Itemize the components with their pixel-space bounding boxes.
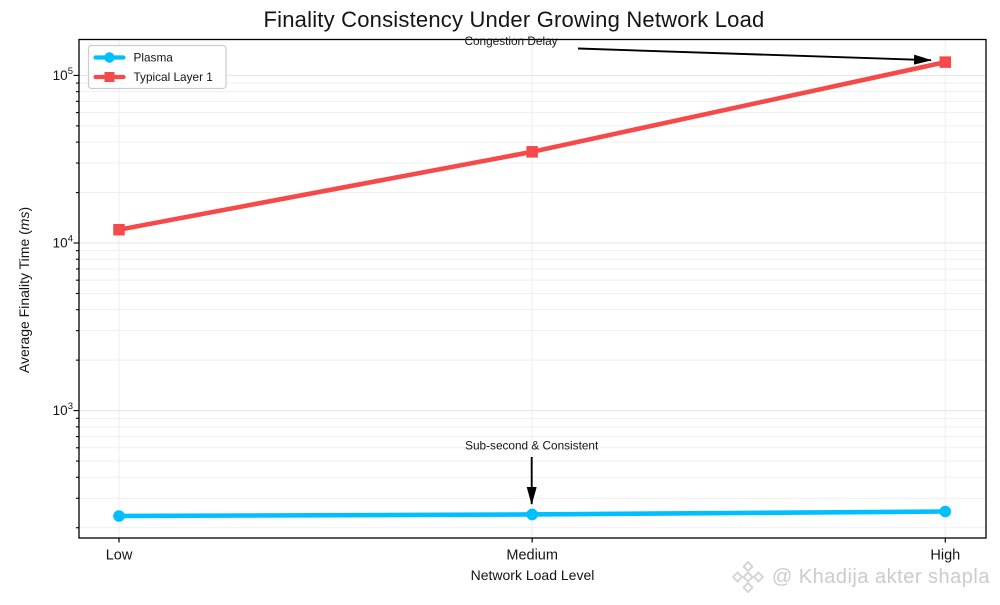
ytick-label: 104 — [53, 234, 73, 251]
ytick-label: 105 — [53, 66, 73, 83]
watermark: @ Khadija akter shapla — [731, 559, 990, 595]
chart-title: Finality Consistency Under Growing Netwo… — [263, 7, 765, 32]
xtick-label-medium: Medium — [506, 548, 558, 564]
series-plasma-marker-medium — [526, 508, 538, 521]
xtick-label-low: Low — [106, 548, 133, 564]
ytick-label: 103 — [53, 401, 73, 418]
legend-swatch-marker-typical-layer-1 — [104, 72, 115, 82]
legend: Plasma Typical Layer 1 — [87, 44, 227, 90]
plot-frame — [78, 38, 987, 539]
legend-label-plasma: Plasma — [134, 51, 174, 65]
series-typical-layer-1-marker-medium — [526, 146, 538, 158]
annotation-text-1: Sub-second & Consistent — [465, 439, 599, 453]
x-axis-label: Network Load Level — [471, 567, 595, 583]
legend-swatch-marker-plasma — [104, 52, 115, 63]
xtick-label-high: High — [930, 548, 960, 564]
series-plasma-marker-high — [939, 505, 952, 518]
y-axis-label: Average Finality Time (ms) — [16, 207, 32, 373]
annotation-text-0: Congestion Delay — [464, 34, 557, 48]
watermark-handle: @ Khadija akter shapla — [771, 565, 990, 588]
series-typical-layer-1-marker-low — [113, 223, 125, 236]
annotation-arrow-0 — [577, 47, 932, 65]
legend-label-typical-layer-1: Typical Layer 1 — [134, 70, 213, 84]
binance-diamond-logo-icon — [731, 561, 764, 593]
series-typical-layer-1-marker-high — [939, 56, 952, 68]
series-plasma-marker-low — [113, 510, 125, 522]
